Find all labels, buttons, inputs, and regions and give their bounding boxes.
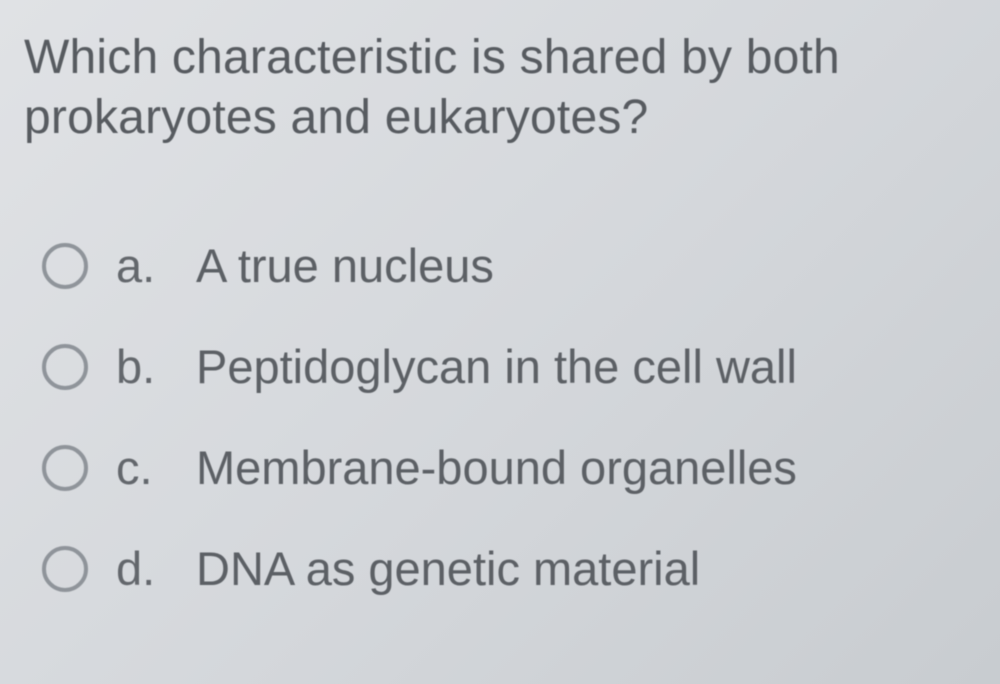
option-text: Membrane-bound organelles bbox=[196, 440, 797, 495]
option-letter: a. bbox=[116, 238, 168, 293]
option-text: DNA as genetic material bbox=[196, 541, 700, 596]
option-letter: b. bbox=[116, 339, 168, 394]
question-line-1: Which characteristic is shared by both bbox=[24, 31, 840, 84]
option-b[interactable]: b. Peptidoglycan in the cell wall bbox=[42, 339, 976, 394]
question-line-2: prokaryotes and eukaryotes? bbox=[24, 91, 648, 144]
option-text: A true nucleus bbox=[196, 238, 494, 293]
option-a[interactable]: a. A true nucleus bbox=[42, 238, 976, 293]
radio-icon[interactable] bbox=[42, 445, 88, 491]
option-d[interactable]: d. DNA as genetic material bbox=[42, 541, 976, 596]
radio-icon[interactable] bbox=[42, 243, 88, 289]
radio-icon[interactable] bbox=[42, 344, 88, 390]
question-text: Which characteristic is shared by both p… bbox=[24, 28, 976, 148]
radio-icon[interactable] bbox=[42, 546, 88, 592]
options-list: a. A true nucleus b. Peptidoglycan in th… bbox=[24, 238, 976, 596]
option-letter: d. bbox=[116, 541, 168, 596]
option-text: Peptidoglycan in the cell wall bbox=[196, 339, 797, 394]
option-c[interactable]: c. Membrane-bound organelles bbox=[42, 440, 976, 495]
option-letter: c. bbox=[116, 440, 168, 495]
